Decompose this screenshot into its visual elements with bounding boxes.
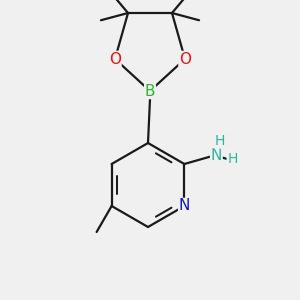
Text: O: O xyxy=(179,52,191,67)
Text: B: B xyxy=(145,83,155,98)
Text: H: H xyxy=(214,134,225,148)
Text: H: H xyxy=(227,152,238,166)
Text: N: N xyxy=(211,148,222,164)
Text: N: N xyxy=(179,199,190,214)
Text: O: O xyxy=(109,52,121,67)
